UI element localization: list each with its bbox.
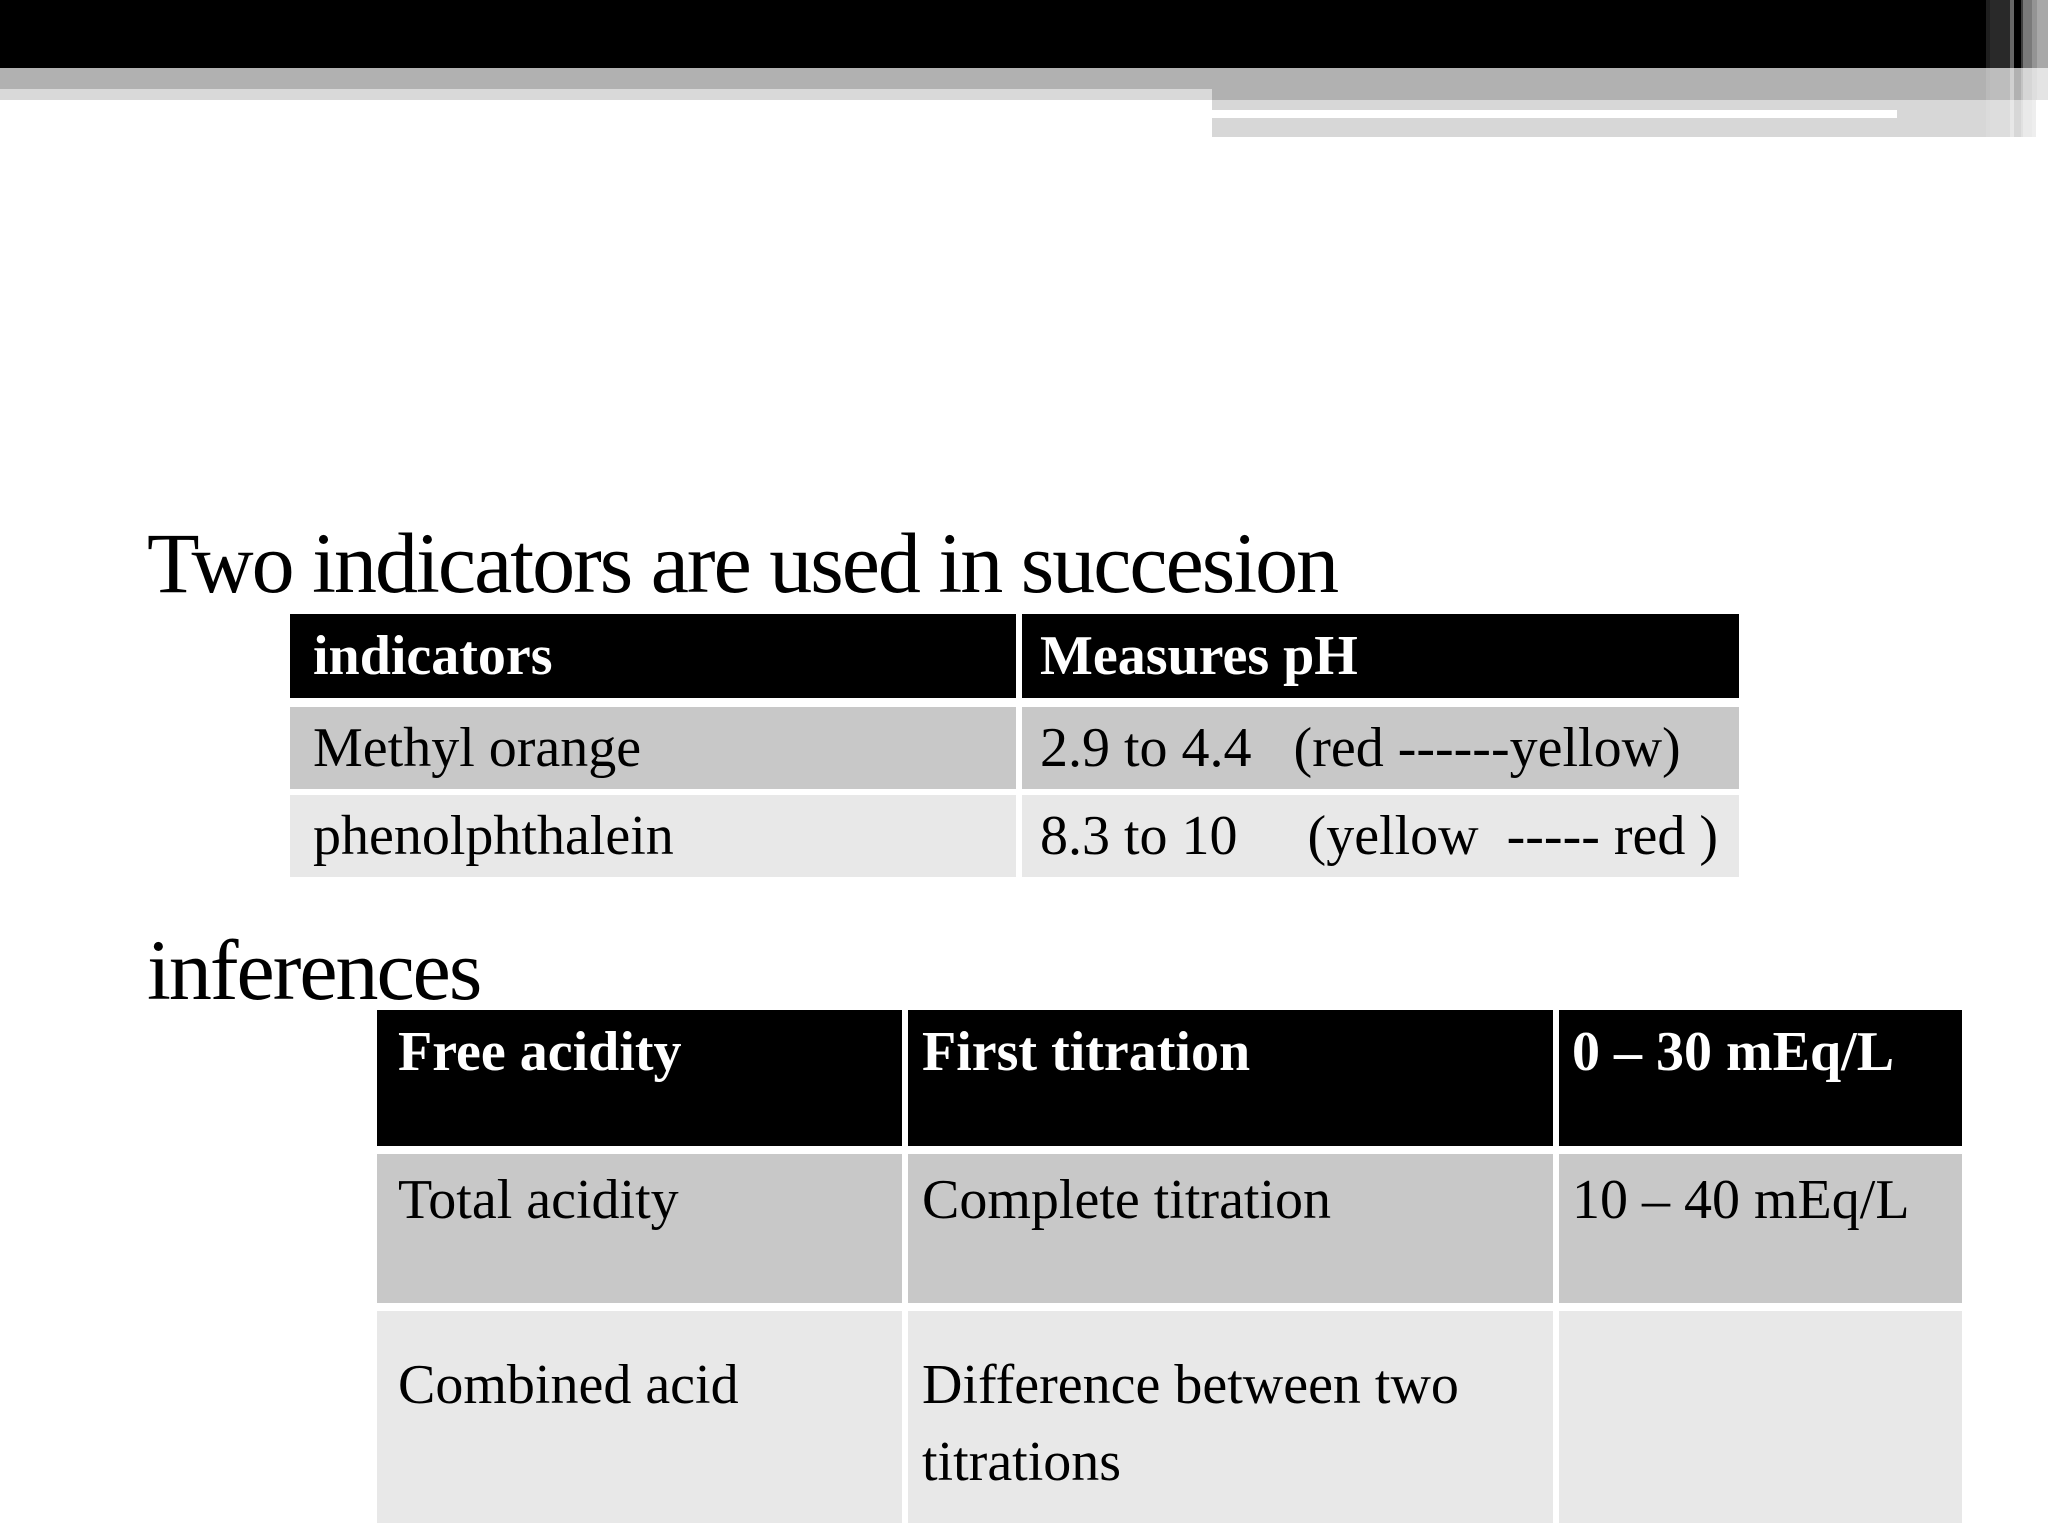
ph-range-cell: 8.3 to 10 (yellow ----- red ) [1022,795,1739,877]
titration-cell: Complete titration [908,1154,1553,1303]
ph-range-cell: 2.9 to 4.4 (red ------yellow) [1022,707,1739,789]
indicators-table-header-row: indicators Measures pH [290,614,1739,698]
corner-stripes [1986,0,2048,137]
range-value-cell: 10 – 40 mEq/L [1559,1154,1962,1303]
corner-stripe [1986,0,1990,137]
right-light-band [1212,100,2036,137]
free-acidity-header-cell: Free acidity [377,1010,902,1146]
corner-stripe [2032,0,2037,137]
left-light-strip [0,89,1212,100]
range-value-cell [1559,1311,1962,1523]
right-white-strip [1212,110,1897,118]
table-row: phenolphthalein 8.3 to 10 (yellow ----- … [290,795,1739,877]
corner-stripe [2021,0,2023,137]
measures-ph-header-cell: Measures pH [1022,614,1739,698]
inferences-table-header-row: Free acidity First titration 0 – 30 mEq/… [377,1010,1962,1146]
inferences-table: Free acidity First titration 0 – 30 mEq/… [377,1010,1962,1523]
corner-stripe [2037,0,2048,137]
range-header-cell: 0 – 30 mEq/L [1559,1010,1962,1146]
corner-stripe [2010,0,2014,137]
slide-title: Two indicators are used in succesion [147,515,1339,611]
top-black-bar [0,0,2048,68]
table-row: Methyl orange 2.9 to 4.4 (red ------yell… [290,707,1739,789]
indicator-name-cell: Methyl orange [290,707,1016,789]
corner-stripe [1990,0,2010,137]
table-row: Combined acid Difference between two tit… [377,1311,1962,1523]
titration-cell: Difference between two titrations [908,1311,1553,1523]
indicators-table: indicators Measures pH Methyl orange 2.9… [290,614,1739,883]
acidity-type-cell: Combined acid [377,1311,902,1523]
acidity-type-cell: Total acidity [377,1154,902,1303]
inferences-heading: inferences [147,922,482,1018]
table-row: Total acidity Complete titration 10 – 40… [377,1154,1962,1303]
corner-stripe [2023,0,2032,137]
indicators-header-cell: indicators [290,614,1016,698]
first-titration-header-cell: First titration [908,1010,1553,1146]
indicator-name-cell: phenolphthalein [290,795,1016,877]
